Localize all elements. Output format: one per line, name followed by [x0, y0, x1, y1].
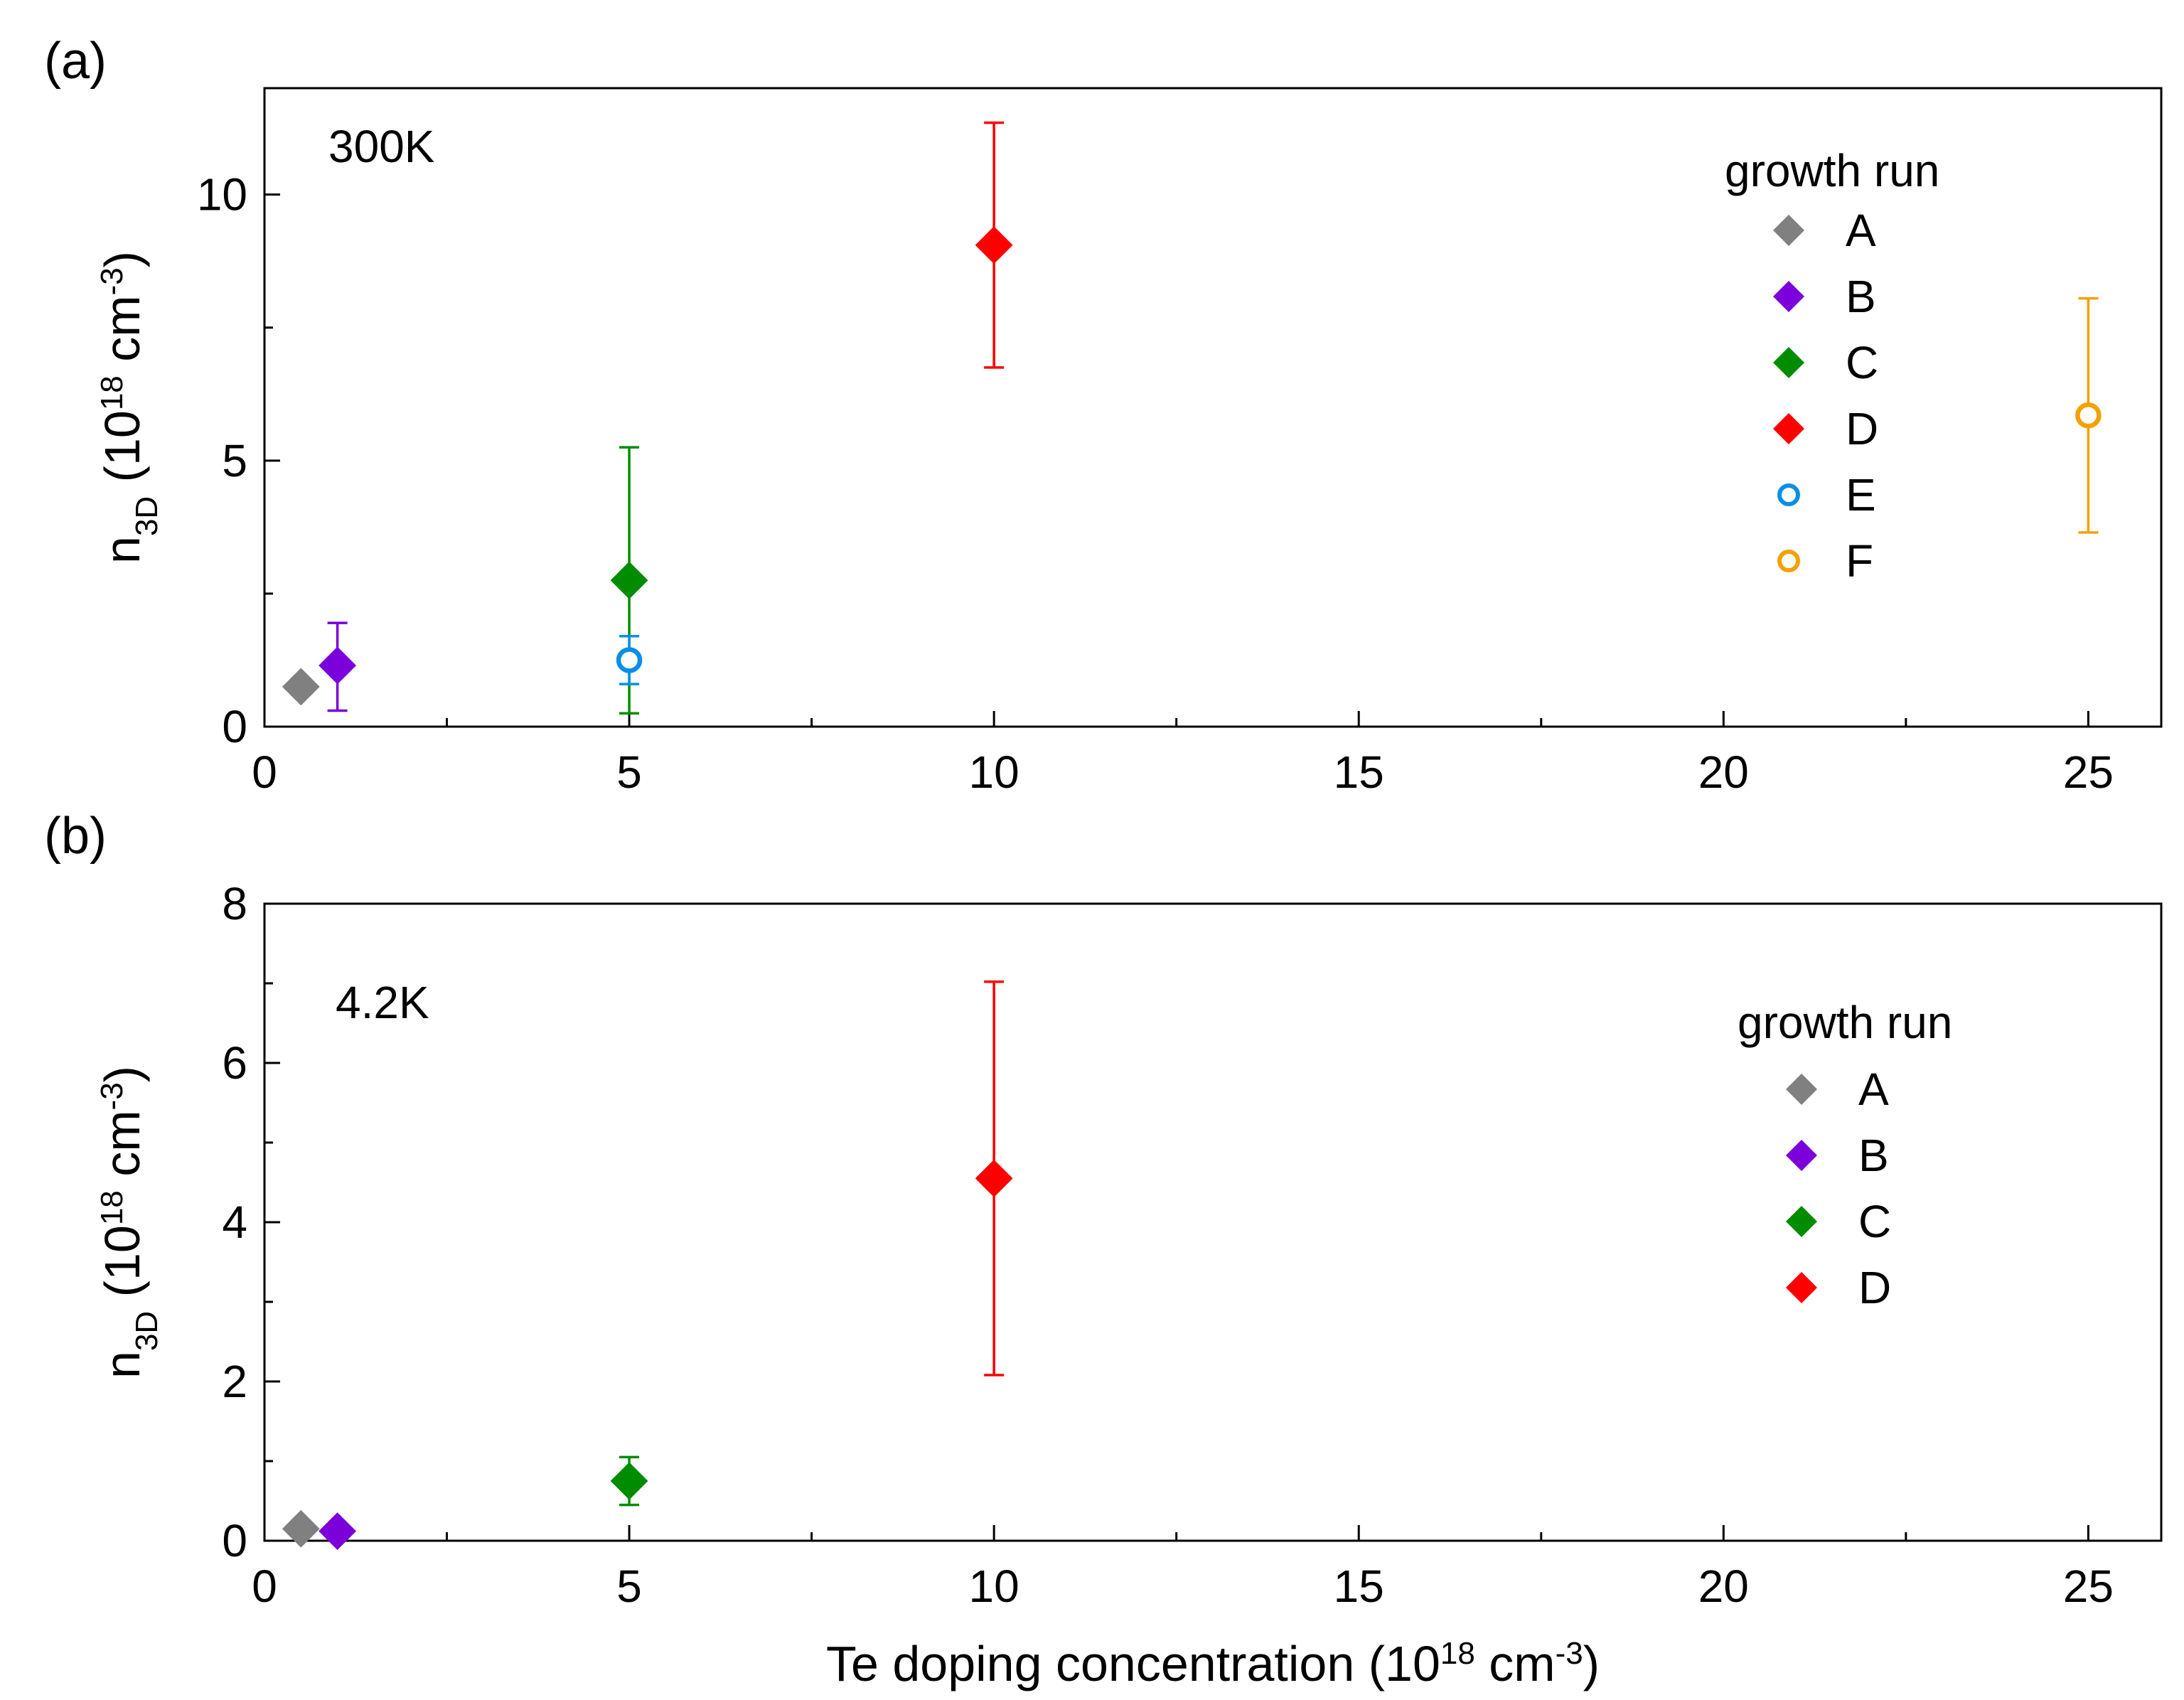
- series-A: [282, 1509, 320, 1548]
- y-axis-label: n3D (1018 cm-3): [95, 251, 164, 564]
- legend-marker: [1773, 413, 1804, 444]
- legend-title: growth run: [1738, 997, 1952, 1048]
- series-D: [975, 980, 1013, 1376]
- y-tick-label: 10: [197, 169, 247, 220]
- x-tick-label: 0: [252, 747, 277, 798]
- panel-label: (a): [44, 33, 107, 90]
- data-point: [975, 1159, 1013, 1197]
- x-tick-label: 10: [969, 747, 1019, 798]
- plot-frame: [263, 87, 2163, 728]
- data-point: [975, 226, 1013, 264]
- legend-marker: [1786, 1272, 1817, 1303]
- series-E: [616, 635, 643, 685]
- legend-label: B: [1858, 1130, 1889, 1181]
- panel-b-chart: 0 5 10 15 20 25 0 2 4 6 8 (b) 4.2K n3D (1018 cm-3) gro…: [44, 808, 2163, 1612]
- series-D: [975, 121, 1013, 369]
- legend-marker: [1773, 347, 1804, 378]
- series-A: [282, 668, 320, 706]
- panel-label: (b): [44, 808, 107, 865]
- y-tick-label: 0: [222, 1515, 247, 1566]
- legend-title: growth run: [1725, 145, 1939, 196]
- x-tick-label: 15: [1334, 1561, 1384, 1612]
- x-tick-label: 10: [969, 1561, 1019, 1612]
- y-tick-label: 5: [222, 435, 247, 486]
- legend-label: F: [1846, 535, 1873, 587]
- legend-label: D: [1846, 403, 1878, 454]
- legend-label: A: [1858, 1064, 1889, 1115]
- legend-marker: [1777, 550, 1800, 572]
- legend-marker: [1773, 281, 1804, 312]
- y-tick-label: 0: [222, 701, 247, 752]
- data-point: [318, 1512, 357, 1550]
- x-tick-label: 25: [2063, 1561, 2114, 1612]
- data-point: [610, 1462, 648, 1500]
- data-point: [610, 561, 648, 599]
- legend-label: E: [1846, 469, 1876, 520]
- y-tick-label: 4: [222, 1197, 247, 1248]
- data-point: [318, 646, 357, 685]
- series-C: [610, 1455, 648, 1507]
- panel-a-chart: 0 5 10 15 20 25 0 5 10 (a) 300K n3D (1018 cm-3) grow…: [44, 33, 2163, 798]
- data-point: [282, 668, 320, 706]
- series-B: [318, 1512, 357, 1550]
- temperature-annotation: 300K: [328, 121, 434, 172]
- x-tick-label: 20: [1698, 1561, 1749, 1612]
- data-point: [616, 647, 643, 673]
- series-B: [318, 621, 357, 712]
- y-tick-label: 6: [222, 1037, 247, 1089]
- legend-label: C: [1846, 337, 1878, 388]
- legend-label: C: [1858, 1196, 1891, 1247]
- series-F: [2075, 296, 2102, 534]
- x-tick-label: 15: [1334, 747, 1384, 798]
- data-point: [2075, 402, 2102, 429]
- legend-marker: [1773, 215, 1804, 246]
- legend-label: B: [1846, 271, 1876, 322]
- y-tick-label: 8: [222, 878, 247, 929]
- legend-label: A: [1846, 205, 1876, 256]
- y-tick-label: 2: [222, 1356, 247, 1407]
- x-tick-label: 20: [1698, 747, 1749, 798]
- legend-marker: [1777, 483, 1800, 506]
- x-tick-label: 5: [616, 747, 642, 798]
- legend-label: D: [1858, 1262, 1891, 1313]
- temperature-annotation: 4.2K: [336, 977, 429, 1028]
- x-tick-label: 0: [252, 1561, 277, 1612]
- legend-marker: [1786, 1206, 1817, 1237]
- legend-marker: [1786, 1140, 1817, 1171]
- x-tick-label: 5: [616, 1561, 642, 1612]
- shared-x-axis-label: Te doping concentration (1018 cm-3): [826, 1636, 1600, 1692]
- legend-marker: [1786, 1074, 1817, 1105]
- x-tick-label: 25: [2063, 747, 2114, 798]
- x-axis-label: Te doping concentration (1018 cm-3): [826, 1636, 1600, 1692]
- data-point: [282, 1509, 320, 1548]
- y-axis-label: n3D (1018 cm-3): [95, 1066, 164, 1379]
